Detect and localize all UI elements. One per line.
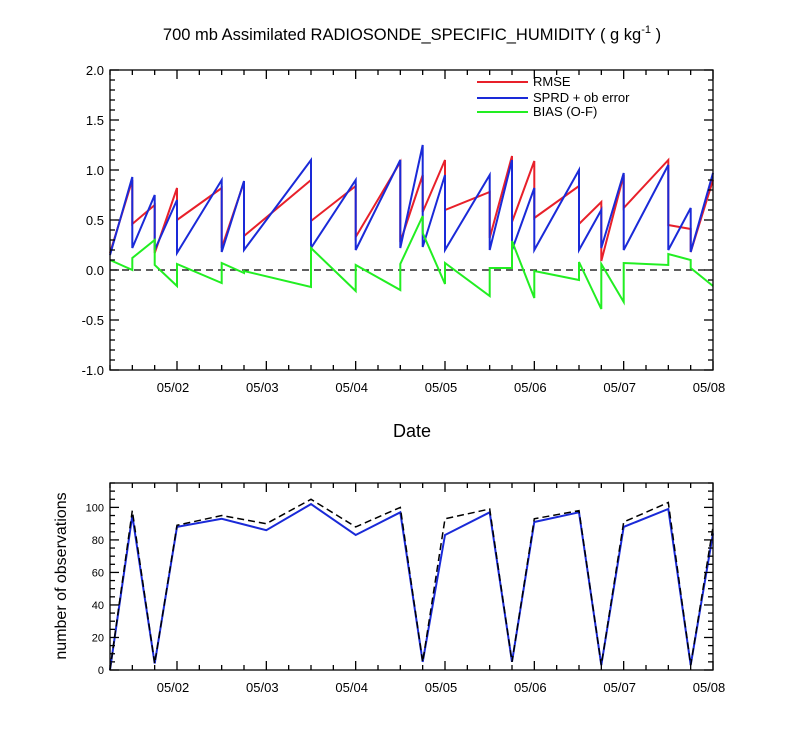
bottom-plot-frame	[109, 482, 714, 671]
legend-sprd-label: SPRD + ob error	[533, 90, 630, 105]
bottom-x-tick-label: 05/07	[603, 680, 636, 695]
top-x-tick-label: 05/03	[246, 380, 279, 395]
bottom-x-tick-label: 05/06	[514, 680, 547, 695]
bottom-series-obs-total	[109, 498, 714, 671]
top-plot: 05/02 05/03 05/04 05/05 05/06 05/07 05/08 -1.0 -…	[82, 63, 726, 441]
bottom-y-tick-label: 20	[92, 632, 104, 644]
bottom-series-layer	[109, 498, 714, 671]
legend: RMSE SPRD + ob error BIAS (O-F)	[477, 74, 630, 119]
y-axis-label-observations: number of observations	[53, 492, 70, 659]
bottom-y-tick-label: 40	[92, 600, 104, 612]
bottom-x-tick-label: 05/04	[335, 680, 368, 695]
top-y-tick-label: 1.5	[86, 113, 104, 128]
chart-title-end: )	[651, 26, 661, 44]
bottom-x-tick-label: 05/05	[425, 680, 458, 695]
bottom-y-tick-label: 100	[86, 502, 104, 514]
top-y-tick-label: 1.0	[86, 163, 104, 178]
bottom-x-tick-label: 05/08	[693, 680, 726, 695]
bottom-y-tick-label: 60	[92, 567, 104, 579]
top-y-tick-label: 2.0	[86, 63, 104, 78]
top-y-tick-label: -1.0	[82, 363, 104, 378]
chart-title-superscript: -1	[641, 24, 651, 36]
top-series-bias-o-f	[109, 215, 714, 310]
legend-rmse-label: RMSE	[533, 74, 571, 89]
top-y-tick-label: -0.5	[82, 313, 104, 328]
top-x-tick-label: 05/04	[335, 380, 368, 395]
top-x-tick-label: 05/08	[693, 380, 726, 395]
top-y-tick-label: 0.5	[86, 213, 104, 228]
top-x-tick-label: 05/06	[514, 380, 547, 395]
top-plot-frame	[109, 69, 714, 371]
top-series-rmse	[109, 155, 714, 262]
top-series-sprd-ob-error	[109, 144, 714, 257]
top-x-tick-label: 05/07	[603, 380, 636, 395]
top-x-tick-label: 05/05	[425, 380, 458, 395]
chart-title: 700 mb Assimilated RADIOSONDE_SPECIFIC_H…	[163, 24, 661, 44]
bottom-x-tick-label: 05/02	[157, 680, 190, 695]
top-series-layer	[109, 144, 714, 310]
bottom-plot: 05/02 05/03 05/04 05/05 05/06 05/07 05/08 0 20 40…	[53, 482, 726, 695]
top-y-tick-label: 0.0	[86, 263, 104, 278]
bottom-x-tick-label: 05/03	[246, 680, 279, 695]
bottom-y-tick-label: 80	[92, 535, 104, 547]
x-axis-label: Date	[393, 421, 431, 441]
chart-title-main: 700 mb Assimilated RADIOSONDE_SPECIFIC_H…	[163, 26, 641, 44]
top-ticks-layer: 05/02 05/03 05/04 05/05 05/06 05/07 05/08 -1.0 -…	[82, 63, 726, 395]
bottom-ticks-layer: 05/02 05/03 05/04 05/05 05/06 05/07 05/08 0 20 40…	[86, 482, 726, 695]
top-x-tick-label: 05/02	[157, 380, 190, 395]
bottom-y-tick-label: 0	[98, 665, 104, 677]
legend-bias-label: BIAS (O-F)	[533, 104, 597, 119]
